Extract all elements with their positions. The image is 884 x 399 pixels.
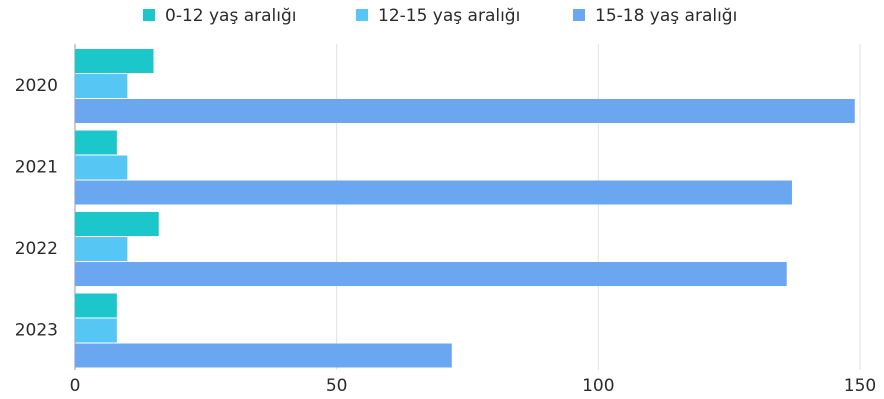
category-label: 2021: [15, 157, 58, 177]
legend-swatch: [356, 9, 368, 21]
x-tick-label: 50: [326, 376, 348, 396]
x-axis-tick-labels: 0 50 100 150: [70, 376, 877, 396]
x-tick-label: 0: [70, 376, 81, 396]
bar-2022-series-3: [75, 262, 787, 286]
bar-2023-series-2: [75, 318, 117, 343]
category-label: 2020: [15, 76, 58, 96]
bar-2020-series-2: [75, 74, 128, 98]
legend-label: 15-18 yaş aralığı: [595, 6, 737, 26]
gridlines: [74, 44, 861, 370]
category-label: 2023: [15, 320, 58, 340]
legend-item: 12-15 yaş aralığı: [356, 6, 520, 26]
bar-2021-series-1: [75, 130, 117, 155]
bar-2023-series-3: [75, 343, 452, 368]
category-labels: 2020 2021 2022 2023: [15, 76, 58, 341]
legend-item: 0-12 yaş aralığı: [143, 6, 297, 26]
bars: [75, 49, 855, 368]
legend: 0-12 yaş aralığı 12-15 yaş aralığı 15-18 y…: [143, 6, 737, 26]
legend-item: 15-18 yaş aralığı: [573, 6, 737, 26]
bar-2023-series-1: [75, 293, 117, 318]
bar-2020-series-3: [75, 99, 855, 123]
bar-2022-series-1: [75, 212, 159, 236]
legend-swatch: [573, 9, 585, 21]
bar-2021-series-2: [75, 155, 128, 180]
bar-2020-series-1: [75, 49, 154, 73]
x-tick-label: 150: [844, 376, 876, 396]
x-tick-label: 100: [582, 376, 614, 396]
bar-2022-series-2: [75, 237, 128, 261]
legend-label: 12-15 yaş aralığı: [378, 6, 520, 26]
bar-2021-series-3: [75, 180, 792, 205]
legend-label: 0-12 yaş aralığı: [165, 6, 297, 26]
category-label: 2022: [15, 239, 58, 259]
legend-swatch: [143, 9, 155, 21]
